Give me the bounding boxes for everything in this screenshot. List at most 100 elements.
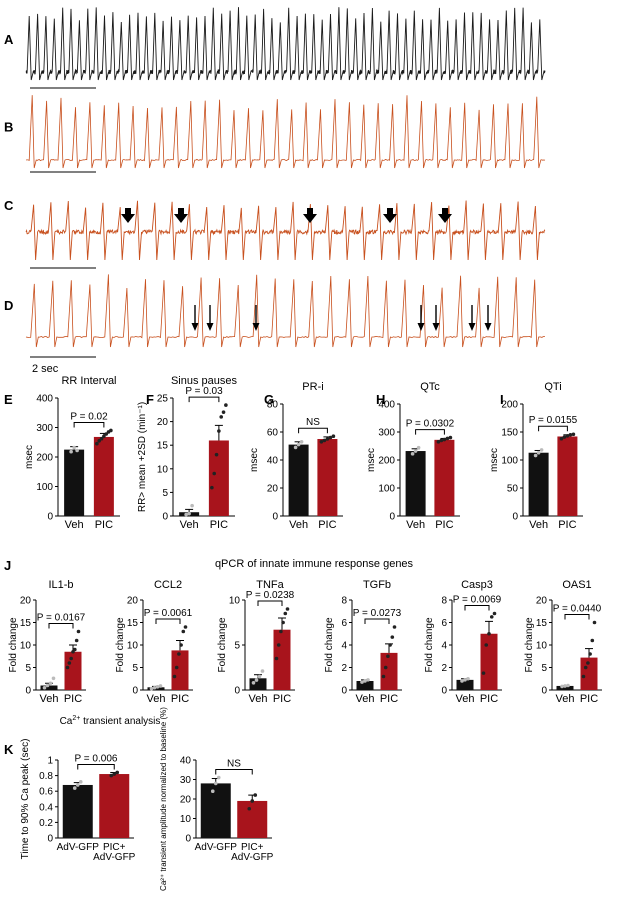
data-point (109, 773, 114, 778)
data-point (466, 676, 470, 681)
y-tick-label: 400 (378, 400, 395, 411)
chart-title: PR-i (302, 381, 323, 393)
bar-veh (64, 449, 85, 516)
y-tick-label: 0.6 (39, 787, 53, 798)
data-point (251, 681, 256, 685)
arrow-icon (174, 208, 188, 223)
chart-E: 0 100 200 300 400 msec RR Interval Veh PIC P = 0.… (24, 375, 120, 531)
data-point (388, 643, 392, 647)
y-tick-label: 100 (36, 482, 53, 493)
y-tick-label: 6 (441, 618, 447, 629)
arrowhead-icon (252, 323, 260, 331)
significance-bracket (364, 618, 390, 624)
arrowhead-icon (468, 323, 476, 331)
significance-bracket (564, 614, 590, 620)
y-tick-label: 200 (378, 456, 395, 467)
x-tick-label: AdV-GFP (93, 852, 136, 863)
data-point (463, 678, 467, 682)
data-point (69, 656, 73, 661)
chart-I: 0 50 100 150 200 msec QTi Veh PIC P = 0.0155 (489, 381, 583, 531)
x-tick-label: PIC (95, 519, 113, 531)
data-point (299, 440, 304, 444)
y-axis-label: msec (366, 448, 377, 472)
x-tick-label: Veh (249, 693, 268, 705)
bar-pic (93, 436, 114, 516)
significance-bracket (48, 623, 74, 629)
data-point (69, 449, 73, 454)
chart-title: RR Interval (61, 375, 116, 387)
data-point (67, 661, 72, 665)
y-tick-label: 4 (441, 641, 447, 652)
bar-veh (556, 685, 574, 690)
data-point (73, 647, 77, 652)
chart-J5: 0 2 4 6 8 Fold change Casp3 Veh PIC P = 0.0069 (424, 579, 502, 705)
data-point (566, 683, 570, 688)
bar-pic (317, 439, 338, 516)
bar-pic-adv-gfp (237, 800, 268, 838)
chart-K1: 0 0.2 0.4 0.6 0.8 1 Time to 90% Ca peak (sec) A… (20, 739, 136, 863)
y-tick-label: 25 (157, 394, 169, 405)
significance-bracket (77, 763, 115, 770)
arrow-icon (121, 208, 135, 223)
bar-veh (40, 685, 58, 690)
p-value: P = 0.0440 (553, 604, 602, 615)
x-tick-label: Veh (556, 693, 575, 705)
x-tick-label: Veh (147, 693, 166, 705)
data-point (95, 441, 99, 446)
y-tick-label: 300 (36, 423, 53, 434)
x-tick-label: Veh (406, 519, 425, 531)
chart-G: 0 20 40 60 80 msec PR-i Veh PIC NS (249, 381, 343, 531)
title-part: Ca (60, 716, 73, 727)
data-point (72, 786, 77, 790)
panel-label-C: C (4, 198, 14, 213)
p-value: NS (227, 759, 241, 770)
chart-K2: 0 10 20 30 40 Ca²⁺ transient amplitude normal… (159, 707, 274, 891)
y-tick-label: 100 (501, 456, 518, 467)
scale-label: 2 sec (32, 363, 59, 375)
p-value: P = 0.03 (185, 386, 223, 397)
significance-bracket (73, 421, 105, 428)
data-point (174, 665, 179, 670)
p-value: P = 0.0302 (406, 419, 455, 430)
data-point (214, 452, 219, 457)
p-value: P = 0.02 (70, 411, 108, 422)
y-tick-label: 20 (180, 795, 192, 806)
y-tick-label: 200 (36, 453, 53, 464)
data-point (274, 656, 279, 661)
data-point (247, 806, 252, 811)
data-point (102, 434, 106, 439)
data-point (363, 679, 367, 683)
y-tick-label: 10 (20, 641, 32, 652)
y-axis-label: Fold change (8, 617, 19, 672)
y-tick-label: 10 (127, 641, 139, 652)
bar-veh (249, 678, 267, 690)
bar-pic (434, 439, 455, 516)
data-point (224, 403, 228, 407)
y-tick-label: 10 (157, 464, 169, 475)
data-point (492, 611, 497, 616)
x-tick-label: AdV-GFP (231, 852, 274, 863)
data-point (366, 678, 370, 682)
data-point (181, 629, 186, 634)
y-axis-label: Fold change (217, 617, 228, 672)
data-point (590, 638, 595, 643)
data-point (152, 685, 157, 690)
data-point (410, 452, 415, 456)
p-value: NS (306, 417, 320, 428)
chart-title: TGFb (363, 579, 391, 591)
y-tick-label: 5 (234, 641, 240, 652)
y-axis-label: msec (489, 448, 500, 472)
y-tick-label: 2 (441, 663, 447, 674)
chart-title: Casp3 (461, 579, 493, 591)
bar-veh (356, 681, 374, 690)
data-point (177, 652, 181, 656)
data-point (213, 781, 218, 786)
data-point (539, 448, 544, 452)
data-point (533, 453, 538, 458)
data-point (296, 442, 301, 447)
data-point (97, 438, 102, 443)
data-point (481, 671, 486, 675)
data-point (588, 652, 592, 656)
panel-label-D: D (4, 298, 13, 313)
